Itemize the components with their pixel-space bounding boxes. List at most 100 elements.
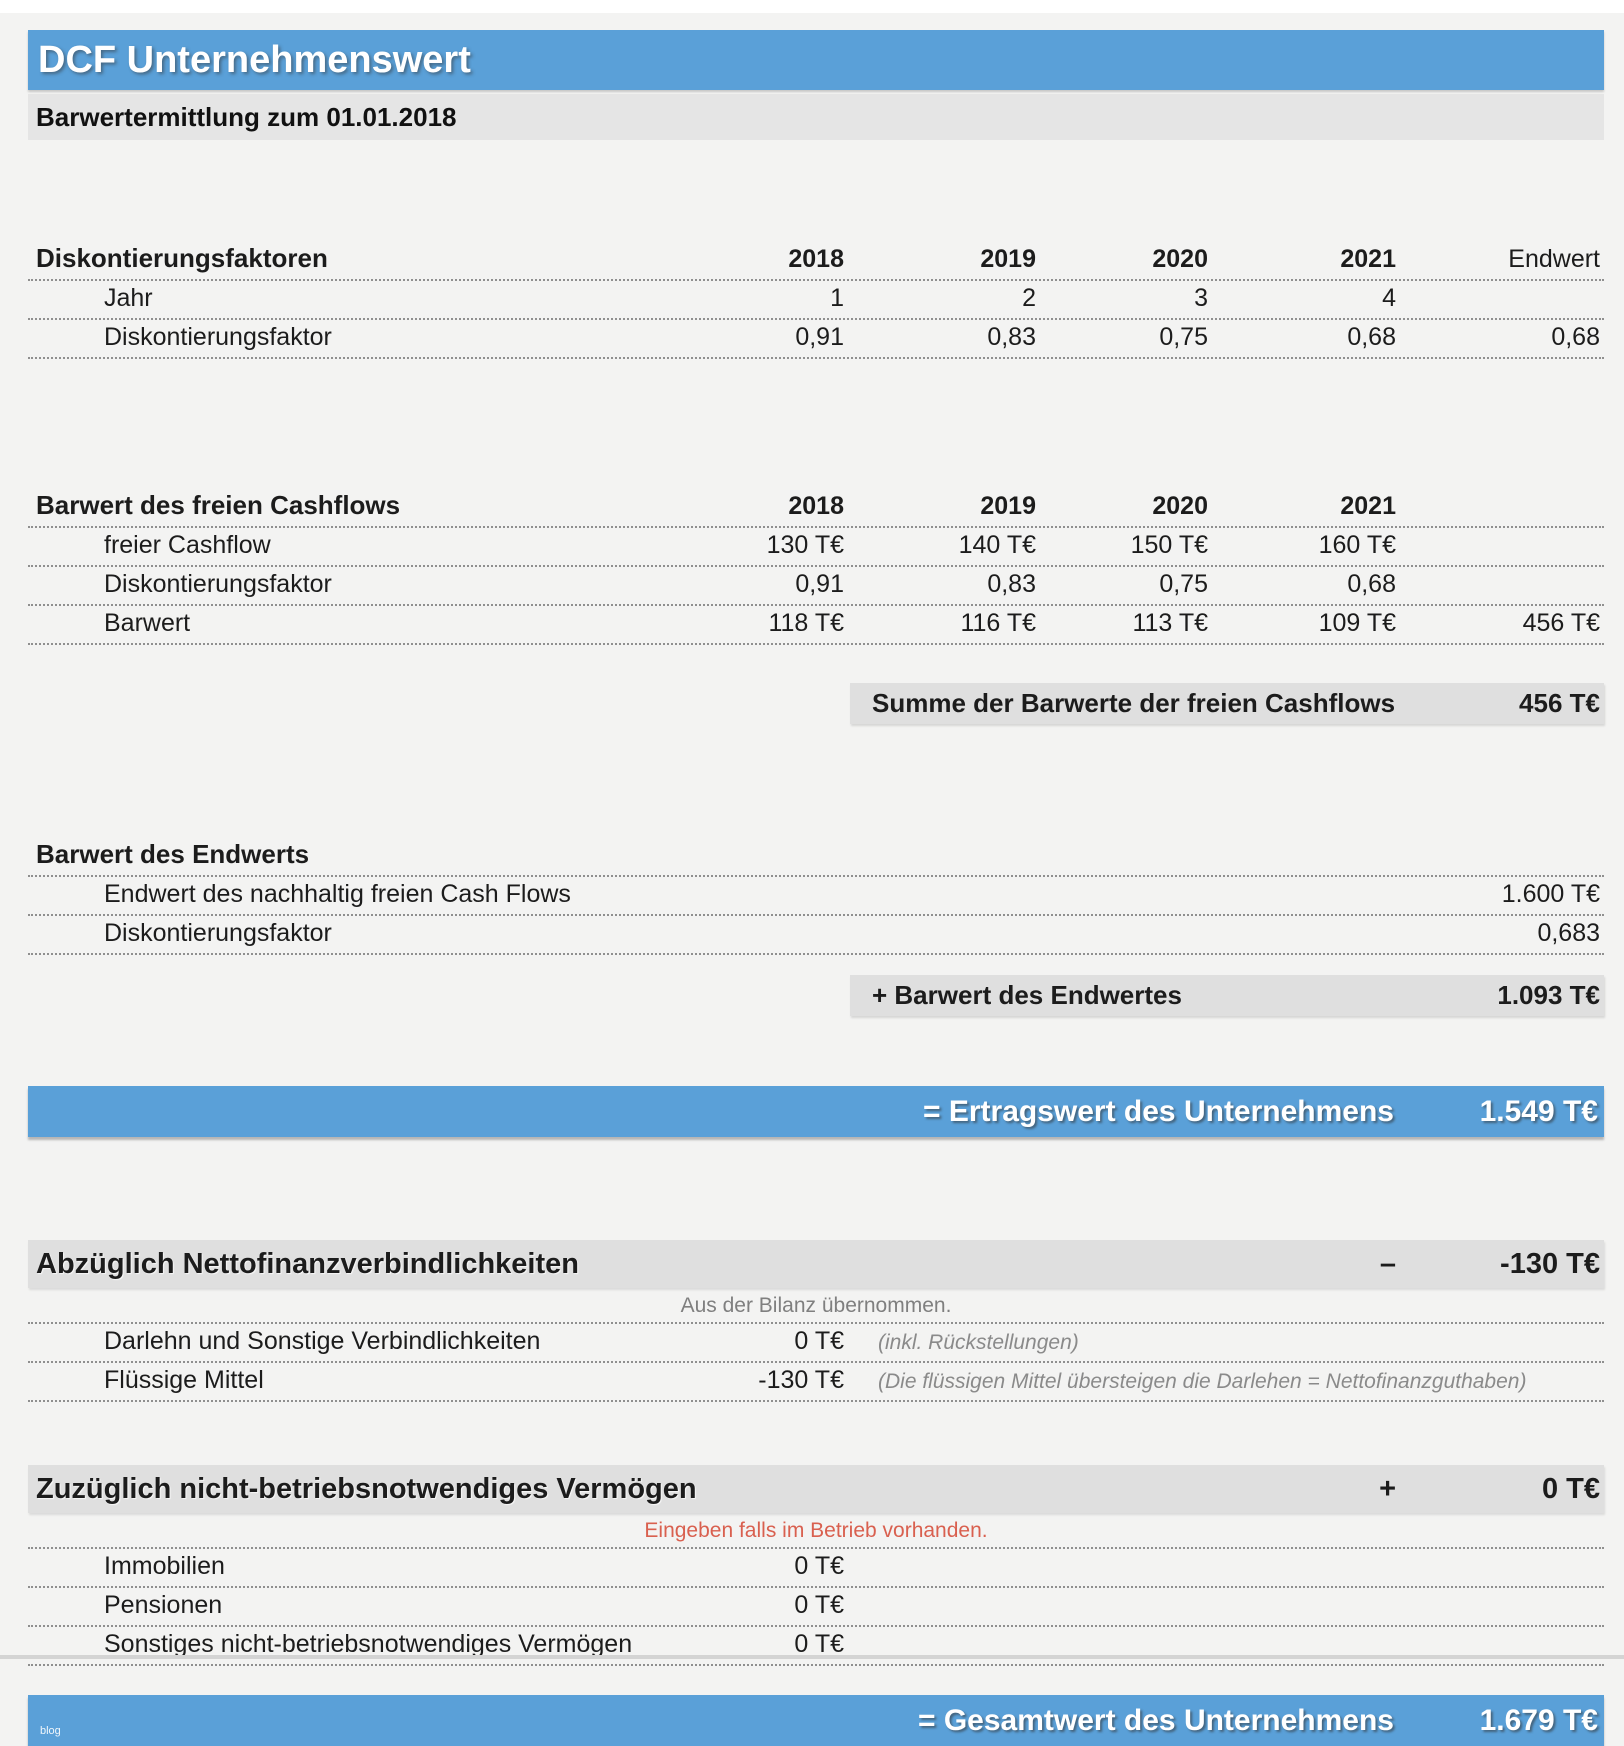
row-label-immobilien: Immobilien bbox=[104, 1552, 225, 1580]
table-row: Pensionen 0 T€ bbox=[28, 1588, 1604, 1627]
table-row: Diskontierungsfaktor 0,91 0,83 0,75 0,68 bbox=[28, 567, 1604, 606]
row-annotation bbox=[848, 1580, 1604, 1581]
row-annotation bbox=[848, 1619, 1604, 1620]
top-white-strip bbox=[0, 0, 1624, 13]
terminal-value-table: Barwert des Endwerts Endwert des nachhal… bbox=[28, 836, 1604, 955]
terminal-value-sum-value: 1.093 T€ bbox=[1497, 980, 1600, 1010]
value-cell[interactable]: 140 T€ bbox=[958, 531, 1036, 559]
input-hint-note: Eingeben falls im Betrieb vorhanden. bbox=[28, 1513, 1604, 1549]
ertragswert-total-bar: = Ertragswert des Unternehmens 1.549 T€ bbox=[28, 1086, 1604, 1137]
cashflow-sum-value: 456 T€ bbox=[1519, 688, 1600, 718]
value-cell[interactable]: 3 bbox=[1194, 284, 1208, 312]
value-cell[interactable]: 130 T€ bbox=[766, 531, 844, 559]
ertragswert-label: = Ertragswert des Unternehmens bbox=[923, 1094, 1394, 1128]
ertragswert-value: 1.549 T€ bbox=[1479, 1094, 1598, 1128]
row-annotation: (inkl. Rückstellungen) bbox=[878, 1331, 1079, 1354]
value-cell[interactable]: 150 T€ bbox=[1130, 531, 1208, 559]
value-cell[interactable]: 113 T€ bbox=[1132, 609, 1208, 637]
row-label-pensionen: Pensionen bbox=[104, 1591, 223, 1619]
value-cell[interactable]: 0,68 bbox=[1347, 570, 1396, 598]
blog-watermark: blog bbox=[40, 1725, 61, 1737]
table-row: Immobilien 0 T€ bbox=[28, 1549, 1604, 1588]
column-header-endwert: Endwert bbox=[1508, 245, 1600, 273]
value-cell[interactable]: 1.600 T€ bbox=[1501, 880, 1600, 908]
bottom-divider-line bbox=[0, 1655, 1624, 1659]
value-cell[interactable]: 0 T€ bbox=[794, 1591, 844, 1619]
net-liabilities-total: -130 T€ bbox=[1500, 1247, 1600, 1280]
value-cell[interactable]: 456 T€ bbox=[1522, 609, 1600, 637]
value-cell[interactable]: 0,91 bbox=[795, 323, 844, 351]
row-annotation: (Die flüssigen Mittel übersteigen die Da… bbox=[878, 1370, 1527, 1393]
discount-factors-table: Diskontierungsfaktoren 2018 2019 2020 20… bbox=[28, 240, 1604, 359]
table-row: Endwert des nachhaltig freien Cash Flows… bbox=[28, 877, 1604, 916]
value-cell[interactable]: 118 T€ bbox=[768, 609, 844, 637]
cashflow-sum-bar: Summe der Barwerte der freien Cashflows … bbox=[850, 683, 1604, 724]
table-row: Jahr 1 2 3 4 bbox=[28, 281, 1604, 320]
value-cell[interactable]: 160 T€ bbox=[1318, 531, 1396, 559]
column-header-2021: 2021 bbox=[1340, 492, 1396, 520]
column-header-2019: 2019 bbox=[980, 245, 1036, 273]
value-cell[interactable]: 0,683 bbox=[1537, 919, 1600, 947]
row-label-diskontierungsfaktor: Diskontierungsfaktor bbox=[104, 323, 332, 351]
plus-operator: + bbox=[1379, 1472, 1396, 1505]
row-label-jahr: Jahr bbox=[104, 284, 153, 312]
row-label-diskontierungsfaktor: Diskontierungsfaktor bbox=[104, 570, 332, 598]
gesamtwert-total-bar: blog = Gesamtwert des Unternehmens 1.679… bbox=[28, 1695, 1604, 1746]
table-row: Diskontierungsfaktor 0,91 0,83 0,75 0,68… bbox=[28, 320, 1604, 359]
gesamtwert-label: = Gesamtwert des Unternehmens bbox=[917, 1703, 1394, 1737]
page-title: DCF Unternehmenswert bbox=[38, 38, 471, 81]
terminal-value-sum-label: + Barwert des Endwertes bbox=[872, 980, 1182, 1010]
balance-sheet-note: Aus der Bilanz übernommen. bbox=[28, 1288, 1604, 1324]
gesamtwert-value: 1.679 T€ bbox=[1479, 1703, 1598, 1737]
column-header-2020: 2020 bbox=[1152, 492, 1208, 520]
discount-table-header-row: Diskontierungsfaktoren 2018 2019 2020 20… bbox=[28, 240, 1604, 281]
value-cell[interactable]: 0,83 bbox=[987, 570, 1036, 598]
row-label-sonstiges-vermoegen: Sonstiges nicht-betriebsnotwendiges Verm… bbox=[104, 1630, 633, 1658]
value-cell[interactable]: 0,75 bbox=[1159, 323, 1208, 351]
cashflow-table-header-row: Barwert des freien Cashflows 2018 2019 2… bbox=[28, 487, 1604, 528]
cashflow-table-title: Barwert des freien Cashflows bbox=[36, 490, 401, 520]
value-cell[interactable]: 0,68 bbox=[1551, 323, 1600, 351]
terminal-value-header-row: Barwert des Endwerts bbox=[28, 836, 1604, 877]
net-liabilities-header-bar: Abzüglich Nettofinanzverbindlichkeiten –… bbox=[28, 1240, 1604, 1288]
value-cell[interactable]: 0,83 bbox=[987, 323, 1036, 351]
table-row: Darlehn und Sonstige Verbindlichkeiten 0… bbox=[28, 1324, 1604, 1363]
row-label-endwert-cashflow: Endwert des nachhaltig freien Cash Flows bbox=[104, 880, 571, 908]
table-row: Diskontierungsfaktor 0,683 bbox=[28, 916, 1604, 955]
value-cell[interactable]: 0,75 bbox=[1159, 570, 1208, 598]
column-header-2021: 2021 bbox=[1340, 245, 1396, 273]
value-cell[interactable]: 4 bbox=[1382, 284, 1396, 312]
net-liabilities-title: Abzüglich Nettofinanzverbindlichkeiten bbox=[36, 1247, 579, 1280]
row-label-barwert: Barwert bbox=[104, 609, 191, 637]
minus-operator: – bbox=[1379, 1247, 1396, 1280]
value-cell[interactable]: 0,68 bbox=[1347, 323, 1396, 351]
column-header-2018: 2018 bbox=[788, 245, 844, 273]
value-cell[interactable]: 116 T€ bbox=[960, 609, 1036, 637]
non-operating-assets-section: Zuzüglich nicht-betriebsnotwendiges Verm… bbox=[28, 1465, 1604, 1666]
row-label-fluessige-mittel: Flüssige Mittel bbox=[104, 1366, 264, 1394]
value-cell[interactable]: 0 T€ bbox=[794, 1552, 844, 1580]
cashflow-present-value-table: Barwert des freien Cashflows 2018 2019 2… bbox=[28, 487, 1604, 645]
row-label-darlehn: Darlehn und Sonstige Verbindlichkeiten bbox=[104, 1327, 541, 1355]
value-cell[interactable]: 0 T€ bbox=[794, 1327, 844, 1355]
table-row: Barwert 118 T€ 116 T€ 113 T€ 109 T€ 456 … bbox=[28, 606, 1604, 645]
value-cell[interactable]: 0 T€ bbox=[794, 1630, 844, 1658]
terminal-value-sum-bar: + Barwert des Endwertes 1.093 T€ bbox=[850, 975, 1604, 1016]
page-subtitle: Barwertermittlung zum 01.01.2018 bbox=[36, 101, 457, 132]
value-cell[interactable]: -130 T€ bbox=[758, 1366, 844, 1394]
table-row: Sonstiges nicht-betriebsnotwendiges Verm… bbox=[28, 1627, 1604, 1666]
value-cell[interactable]: 1 bbox=[830, 284, 844, 312]
table-row: freier Cashflow 130 T€ 140 T€ 150 T€ 160… bbox=[28, 528, 1604, 567]
document-title-bar: DCF Unternehmenswert bbox=[28, 30, 1604, 90]
worksheet: DCF Unternehmenswert Barwertermittlung z… bbox=[0, 30, 1624, 1746]
value-cell[interactable]: 2 bbox=[1022, 284, 1036, 312]
document-subtitle-bar: Barwertermittlung zum 01.01.2018 bbox=[28, 94, 1604, 140]
value-cell[interactable]: 109 T€ bbox=[1318, 609, 1396, 637]
non-operating-assets-header-bar: Zuzüglich nicht-betriebsnotwendiges Verm… bbox=[28, 1465, 1604, 1513]
column-header-2018: 2018 bbox=[788, 492, 844, 520]
discount-table-title: Diskontierungsfaktoren bbox=[36, 243, 328, 273]
terminal-value-title: Barwert des Endwerts bbox=[36, 839, 310, 869]
value-cell[interactable]: 0,91 bbox=[795, 570, 844, 598]
column-header-2019: 2019 bbox=[980, 492, 1036, 520]
non-operating-assets-title: Zuzüglich nicht-betriebsnotwendiges Verm… bbox=[36, 1472, 697, 1505]
